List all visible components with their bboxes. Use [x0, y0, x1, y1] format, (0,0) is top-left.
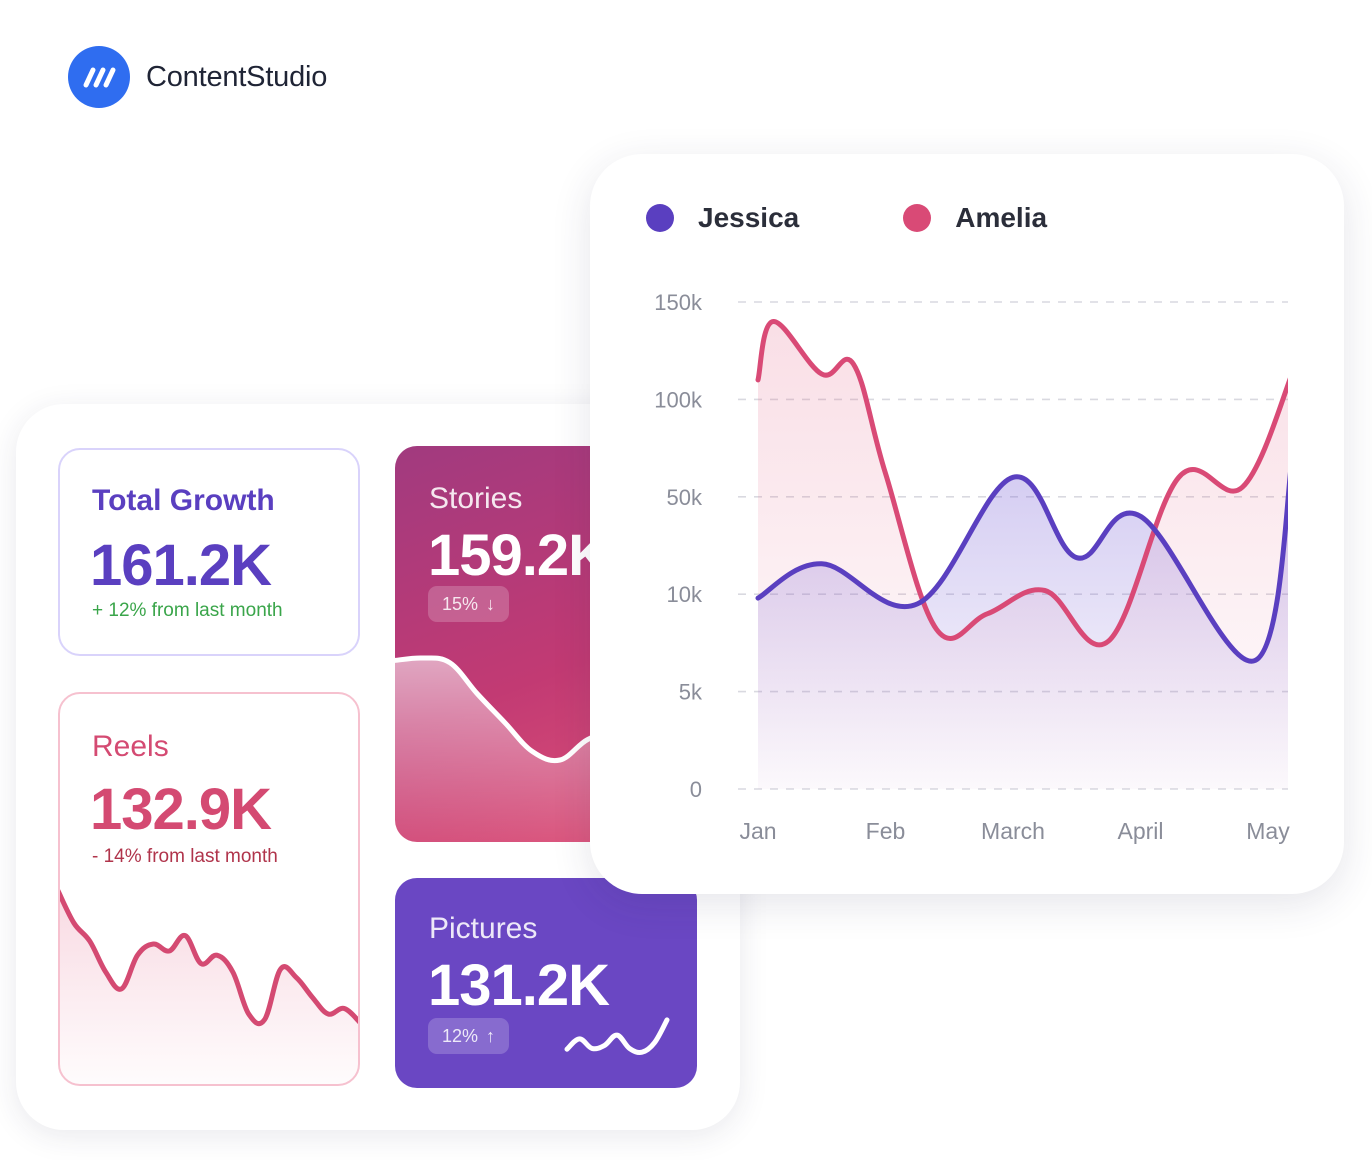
x-tick-label: April — [1117, 818, 1163, 844]
legend-item-jessica[interactable]: Jessica — [646, 202, 799, 234]
pictures-value: 131.2K — [428, 953, 610, 1018]
y-tick-label: 10k — [667, 582, 703, 607]
y-tick-label: 50k — [667, 485, 703, 510]
comparison-chart-card: Jessica Amelia 0 5k 10k 50k 100k 150k Jan Feb Ma… — [590, 154, 1344, 894]
total-growth-note: + 12% from last month — [92, 600, 283, 621]
total-growth-card[interactable]: Total Growth 161.2K + 12% from last mont… — [58, 448, 360, 656]
total-growth-label: Total Growth — [92, 484, 275, 517]
pictures-change-pill: 12% ↑ — [428, 1018, 510, 1054]
series-line-jessica — [755, 471, 1288, 664]
legend-dot-amelia — [903, 204, 932, 232]
reels-card[interactable]: Reels 132.9K - 14% from last month — [58, 692, 360, 1086]
stories-value: 159.2K — [428, 523, 610, 588]
pictures-sparkline — [564, 1017, 670, 1055]
brand-logo[interactable]: ContentStudio — [68, 46, 327, 108]
y-tick-label: 0 — [690, 777, 702, 802]
reels-label: Reels — [92, 730, 169, 763]
pictures-card[interactable]: Pictures 131.2K 12% ↑ — [395, 878, 697, 1088]
arrow-down-icon: ↓ — [486, 593, 496, 614]
x-tick-label: Jan — [739, 818, 776, 844]
stories-change-pill: 15% ↓ — [428, 586, 510, 622]
legend-dot-jessica — [646, 204, 674, 232]
reels-value: 132.9K — [90, 777, 272, 842]
y-tick-label: 5k — [679, 680, 703, 705]
total-growth-value: 161.2K — [90, 533, 272, 598]
x-tick-label: May — [1246, 818, 1290, 844]
chart-legend: Jessica Amelia — [646, 202, 1151, 234]
series-line-amelia — [755, 319, 1288, 648]
y-tick-label: 150k — [654, 290, 703, 315]
arrow-up-icon: ↑ — [486, 1025, 496, 1046]
sparkline-line — [564, 1017, 670, 1055]
pictures-change-value: 12% — [442, 1025, 479, 1046]
legend-label-jessica: Jessica — [698, 202, 800, 233]
series-area-jessica — [758, 477, 1288, 789]
line-chart: 0 5k 10k 50k 100k 150k Jan Feb March April May — [654, 290, 1290, 844]
y-tick-label: 100k — [654, 387, 703, 412]
reels-note: - 14% from last month — [92, 846, 278, 867]
sparkline-area — [60, 895, 358, 1084]
x-tick-label: March — [981, 818, 1045, 844]
stories-label: Stories — [429, 482, 523, 515]
stories-change-value: 15% — [442, 593, 479, 614]
sparkline-line — [60, 889, 358, 1027]
legend-item-amelia[interactable]: Amelia — [903, 202, 1047, 234]
reels-sparkline — [60, 889, 358, 1084]
pictures-label: Pictures — [429, 912, 538, 945]
brand-logo-icon — [68, 46, 130, 108]
brand-name: ContentStudio — [146, 60, 328, 93]
x-tick-label: Feb — [866, 818, 906, 844]
legend-label-amelia: Amelia — [955, 202, 1048, 233]
